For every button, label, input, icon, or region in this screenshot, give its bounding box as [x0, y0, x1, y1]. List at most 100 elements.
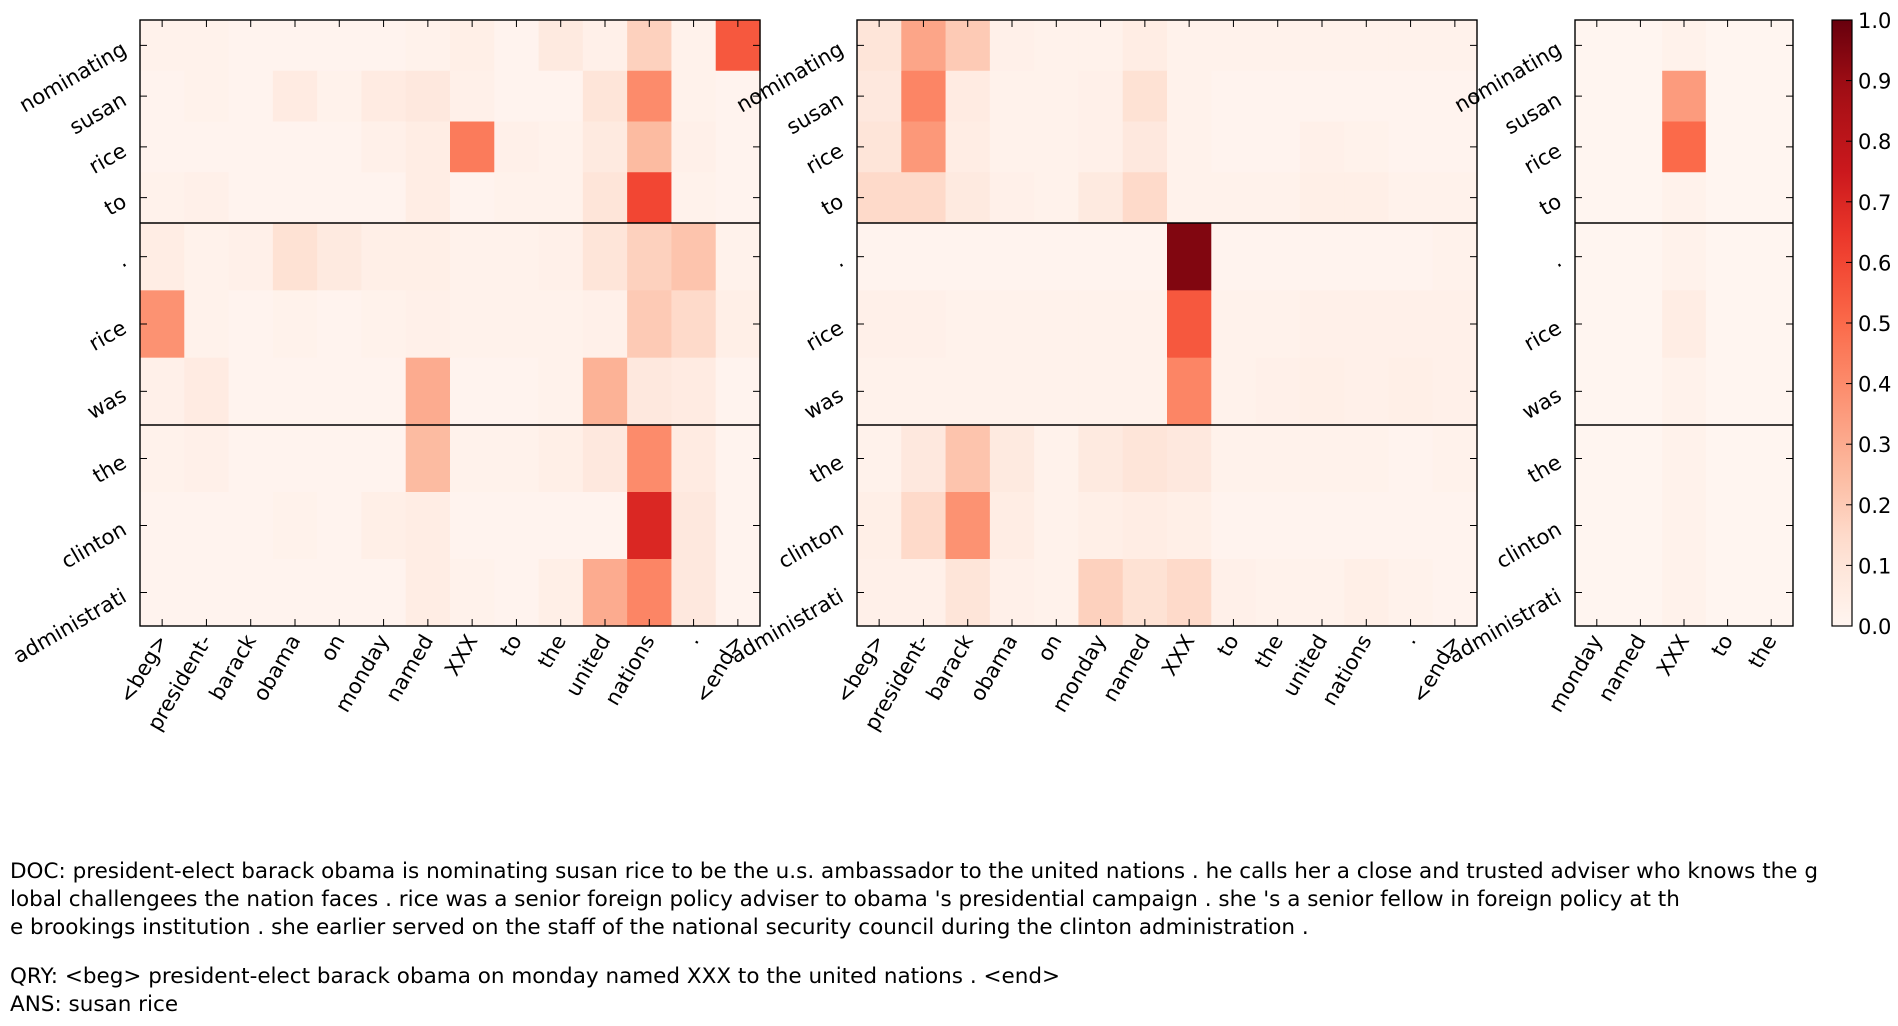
heatmap-cell: [857, 70, 902, 123]
heatmap-cell: [494, 357, 540, 426]
heatmap-cell: [140, 121, 185, 173]
heatmap-cell: [1575, 70, 1620, 123]
answer-line: ANS: susan rice: [10, 992, 179, 1017]
heatmap-cell: [450, 223, 495, 291]
heatmap-cell: [272, 172, 318, 224]
heatmap-cell: [627, 559, 673, 627]
heatmap-cell: [538, 357, 584, 426]
heatmap-cell: [538, 492, 584, 560]
heatmap-cell: [494, 290, 540, 359]
heatmap-cell: [989, 20, 1035, 72]
heatmap-cell: [1618, 172, 1663, 224]
heatmap-cell: [671, 559, 717, 627]
heatmap-cell: [1662, 290, 1707, 359]
heatmap-cell: [1078, 70, 1124, 123]
heatmap-cell: [1388, 20, 1434, 72]
row-label: the: [806, 450, 848, 488]
heatmap-cell: [1034, 559, 1080, 627]
heatmap-cell: [361, 425, 407, 493]
heatmap-cell: [140, 492, 185, 560]
heatmap-cell: [184, 70, 230, 123]
heatmap-cell: [1167, 172, 1212, 224]
heatmap-cell: [1344, 559, 1390, 627]
heatmap-cell: [1662, 172, 1707, 224]
heatmap-cell: [1575, 290, 1620, 359]
heatmap-cell: [1705, 559, 1750, 627]
heatmap-cell: [857, 20, 902, 72]
heatmap-cell: [1662, 559, 1707, 627]
doc-line: e brookings institution . she earlier se…: [10, 915, 1309, 940]
heatmap-cell: [901, 492, 947, 560]
heatmap-cell: [901, 70, 947, 123]
heatmap-cell: [405, 357, 451, 426]
heatmap-cell: [361, 559, 407, 627]
heatmap-cell: [1078, 172, 1124, 224]
heatmap-cell: [1705, 223, 1750, 291]
heatmap-panels: nominatingsusanriceto.ricewastheclintona…: [9, 19, 1794, 735]
heatmap-cell: [989, 290, 1035, 359]
heatmap-cell: [1122, 223, 1168, 291]
heatmap-cell: [945, 223, 991, 291]
row-label: to: [817, 189, 847, 220]
heatmap-cell: [1618, 559, 1663, 627]
heatmap-cell: [1705, 290, 1750, 359]
doc-line: DOC: president-elect barack obama is nom…: [10, 859, 1818, 884]
heatmap-cell: [1167, 290, 1212, 359]
heatmap-cell: [1211, 121, 1257, 173]
heatmap-cell: [405, 492, 451, 560]
heatmap-cell: [1211, 172, 1257, 224]
heatmap-cell: [582, 425, 628, 493]
heatmap-cell: [1211, 290, 1257, 359]
heatmap-cell: [627, 121, 673, 173]
heatmap-cell: [494, 559, 540, 627]
heatmap-cell: [228, 20, 274, 72]
heatmap-cell: [627, 70, 673, 123]
colorbar-tick-label: 0.8: [1858, 130, 1891, 154]
heatmap-cell: [140, 559, 185, 627]
heatmap-cell: [627, 290, 673, 359]
heatmap-panel: nominatingsusanriceto.ricewastheclintona…: [1444, 19, 1794, 716]
heatmap-cell: [1122, 20, 1168, 72]
heatmap-cell: [627, 425, 673, 493]
heatmap-cell: [1705, 492, 1750, 560]
heatmap-cell: [1211, 223, 1257, 291]
heatmap-cell: [1211, 425, 1257, 493]
heatmap-cell: [1255, 290, 1301, 359]
heatmap-cell: [671, 121, 717, 173]
heatmap-cell: [272, 20, 318, 72]
heatmap-cell: [1705, 357, 1750, 426]
heatmap-cell: [317, 492, 363, 560]
heatmap-cell: [228, 492, 274, 560]
heatmap-cell: [538, 425, 584, 493]
heatmap-cell: [1255, 357, 1301, 426]
heatmap-cell: [1388, 290, 1434, 359]
heatmap-cell: [857, 121, 902, 173]
row-label: susan: [782, 88, 847, 139]
heatmap-cell: [1388, 70, 1434, 123]
panel-frame: [139, 19, 761, 627]
heatmap-cell: [317, 20, 363, 72]
heatmap-cell: [317, 425, 363, 493]
heatmap-cell: [1078, 357, 1124, 426]
heatmap-cell: [1705, 70, 1750, 123]
heatmap-cell: [901, 357, 947, 426]
heatmap-cell: [1662, 425, 1707, 493]
heatmap-cell: [582, 20, 628, 72]
heatmap-cell: [627, 172, 673, 224]
row-label: the: [1524, 450, 1566, 488]
heatmap-cell: [582, 223, 628, 291]
heatmap-cell: [272, 357, 318, 426]
heatmap-cell: [538, 290, 584, 359]
column-label: XXX: [440, 631, 482, 680]
heatmap-cell: [538, 20, 584, 72]
heatmap-cell: [901, 425, 947, 493]
heatmap-cell: [450, 492, 495, 560]
heatmap-cell: [989, 172, 1035, 224]
heatmap-cell: [317, 70, 363, 123]
heatmap-cell: [228, 70, 274, 123]
row-label: rice: [85, 138, 131, 178]
heatmap-cell: [272, 223, 318, 291]
heatmap-cell: [1662, 492, 1707, 560]
heatmap-cell: [1705, 20, 1750, 72]
column-label: XXX: [1652, 631, 1694, 680]
